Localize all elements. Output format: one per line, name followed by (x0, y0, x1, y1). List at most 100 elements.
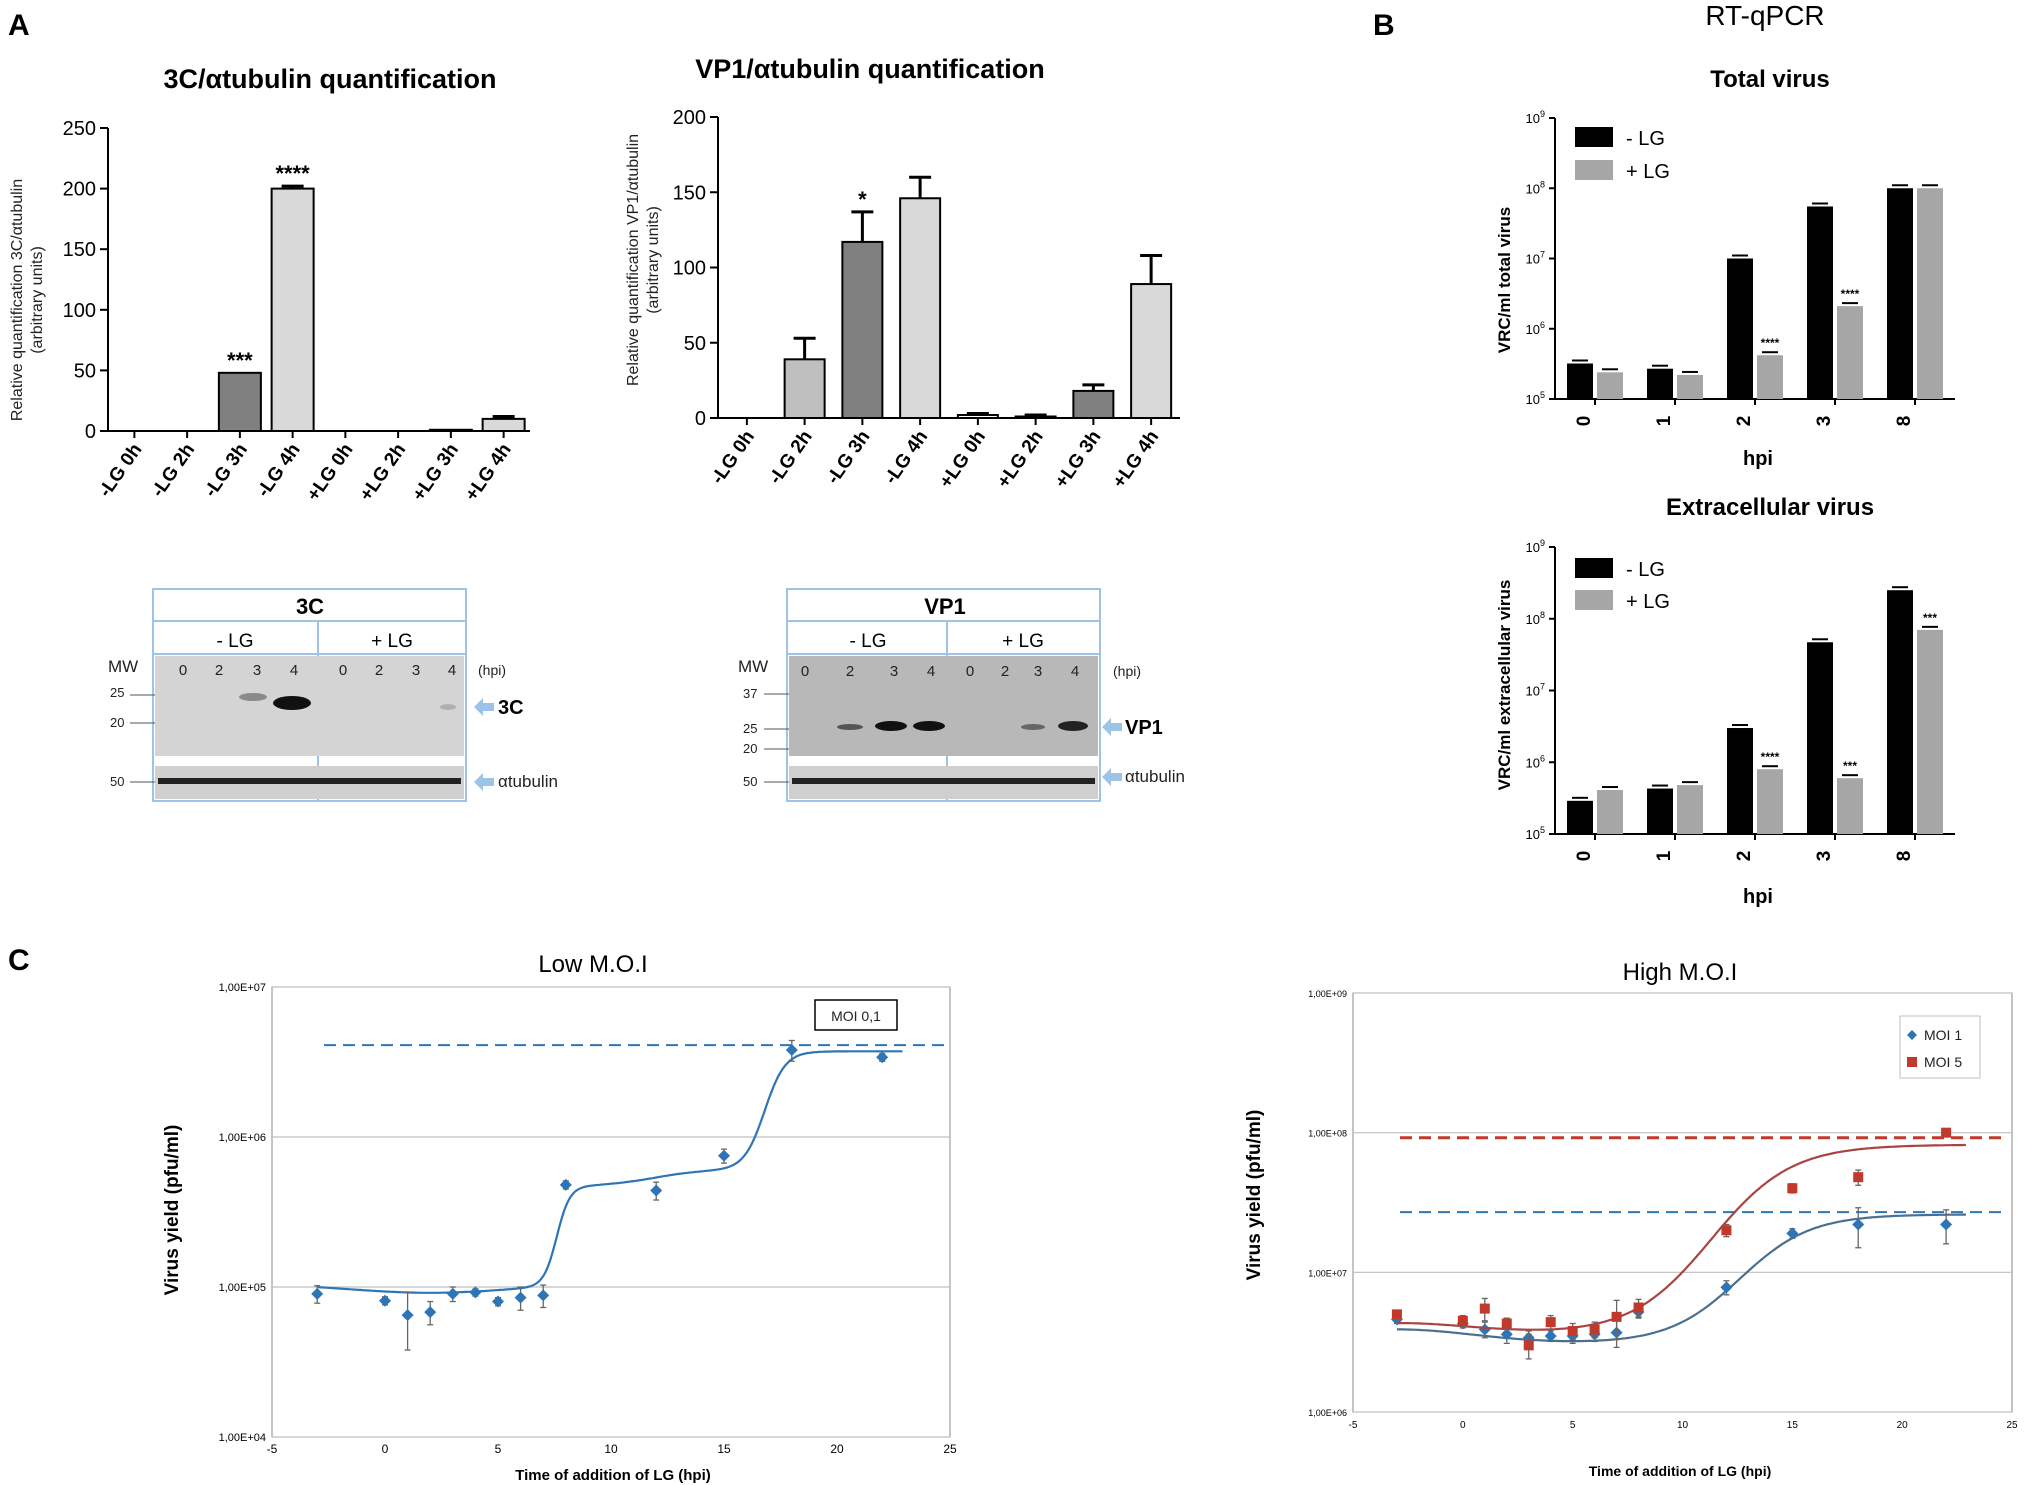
y-tick-label: 109 (1526, 109, 1545, 126)
blot-title: VP1 (924, 594, 966, 619)
bar (1597, 790, 1623, 834)
x-tick-label: 10 (604, 1442, 618, 1456)
data-point (1567, 1326, 1578, 1337)
significance-label: * (858, 187, 867, 212)
chart-low-moi: Low M.O.I Virus yield (pfu/ml) Time of a… (162, 951, 957, 1484)
x-tick-label: +LG 4h (1109, 427, 1163, 492)
band-3h (239, 693, 267, 701)
x-tick-label: +LG 3h (1051, 427, 1105, 492)
y-axis-label-line1: Relative quantification 3C/αtubulin (9, 179, 26, 421)
band (1021, 724, 1045, 730)
mw-marker-37: 37 (743, 686, 757, 701)
lane-label: 2 (1001, 663, 1009, 680)
significance-label: **** (1841, 287, 1860, 301)
x-tick-label: 10 (1677, 1420, 1689, 1431)
y-tick-label: 106 (1526, 320, 1545, 337)
band-4h (273, 696, 311, 710)
chart-title: VP1/αtubulin quantification (695, 54, 1045, 84)
legend-swatch-minus-lg (1575, 127, 1613, 147)
bar (1647, 788, 1673, 834)
lane-label: 2 (215, 662, 223, 679)
legend: MOI 1 MOI 5 (1899, 1015, 1981, 1079)
data-point (469, 1286, 482, 1299)
bar (1014, 415, 1057, 419)
x-tick-label: -LG 3h (200, 440, 252, 501)
x-tick-label: +LG 4h (461, 440, 515, 505)
mw-marker-20: 20 (110, 715, 124, 730)
data-point (1611, 1311, 1622, 1322)
data-point (1633, 1302, 1644, 1313)
x-tick-label: -LG 2h (148, 440, 200, 501)
lane-label: 3 (412, 662, 420, 679)
loading-label: αtubulin (1125, 767, 1185, 786)
y-tick-label: 0 (85, 421, 96, 443)
x-tick-label: 25 (943, 1442, 957, 1456)
x-axis-label: Time of addition of LG (hpi) (1589, 1463, 1772, 1479)
lane-label: 0 (179, 662, 187, 679)
x-tick-label: +LG 2h (993, 427, 1047, 492)
x-tick-label: 8 (1894, 851, 1915, 862)
x-tick-label: 25 (2006, 1420, 2018, 1431)
bar (956, 413, 999, 419)
x-axis-label: Time of addition of LG (hpi) (515, 1467, 711, 1484)
x-tick-label: +LG 0h (303, 440, 357, 505)
chart-3c-quantification: 3C/αtubulin quantification Relative quan… (9, 64, 530, 505)
group-label-minus-lg: - LG (850, 631, 887, 652)
x-tick-label: 0 (382, 1442, 389, 1456)
rtqpcr-title: RT-qPCR (1705, 0, 1824, 31)
legend-label: MOI 0,1 (831, 1008, 881, 1024)
y-tick-label: 150 (673, 182, 706, 204)
data-point (1786, 1227, 1799, 1240)
group-label-plus-lg: + LG (1002, 631, 1044, 652)
mw-label: MW (738, 657, 768, 676)
data-point (1500, 1328, 1513, 1341)
x-tick-label: 0 (1460, 1420, 1466, 1431)
x-tick-label: 2 (1734, 851, 1755, 862)
y-axis-label-line2: (arbitrary units) (645, 206, 662, 314)
lane-labels: 0 2 3 4 0 2 3 4 (801, 663, 1079, 680)
chart-title: High M.O.I (1623, 959, 1738, 986)
data-point (1787, 1183, 1798, 1194)
fit-curve (1396, 1213, 1966, 1343)
y-tick-label: 150 (63, 239, 96, 261)
chart-title: Low M.O.I (538, 951, 647, 978)
bar (1807, 642, 1833, 834)
x-tick-label: 2 (1734, 416, 1755, 427)
arrow-icon (1102, 718, 1122, 736)
bar (217, 371, 262, 433)
x-axis-label: hpi (1743, 448, 1773, 470)
arrow-icon (474, 773, 494, 791)
lane-label: 2 (375, 662, 383, 679)
panel-label-a: A (8, 9, 30, 42)
data-point (446, 1287, 459, 1300)
bar (1072, 389, 1115, 420)
y-tick-label: 1,00E+06 (219, 1132, 266, 1144)
significance-label: *** (227, 348, 253, 373)
y-tick-label: 109 (1526, 538, 1545, 555)
data-point (1940, 1218, 1953, 1231)
plot-area: 105 106 107 108 109 0 1 **** 2 **** 3 8 (1526, 109, 1955, 426)
legend-label-moi5: MOI 5 (1924, 1054, 1962, 1070)
data-point (1457, 1315, 1468, 1326)
legend: - LG + LG (1575, 558, 1670, 613)
band-plus-4h (440, 704, 456, 710)
legend: - LG + LG (1575, 127, 1670, 183)
lane-label: 0 (801, 663, 809, 680)
x-tick-label: 15 (1787, 1420, 1799, 1431)
western-blot-3c: 3C - LG + LG MW 25 20 50 0 2 3 4 0 2 3 4… (108, 588, 558, 802)
y-tick-label: 1,00E+06 (1308, 1408, 1347, 1418)
data-point (559, 1178, 572, 1191)
mw-label: MW (108, 657, 138, 676)
data-point (1852, 1218, 1865, 1231)
y-tick-label: 1,00E+05 (219, 1282, 266, 1294)
tubulin-bands (792, 778, 1095, 784)
bar (1917, 188, 1943, 399)
y-tick-label: 1,00E+04 (219, 1432, 266, 1444)
x-tick-label: -5 (1349, 1420, 1358, 1431)
chart-title: 3C/αtubulin quantification (163, 64, 496, 94)
bar (1887, 188, 1913, 399)
bar (1757, 769, 1783, 834)
y-axis-label: VRC/ml extracellular virus (1495, 580, 1514, 791)
y-tick-label: 1,00E+09 (1308, 989, 1347, 999)
